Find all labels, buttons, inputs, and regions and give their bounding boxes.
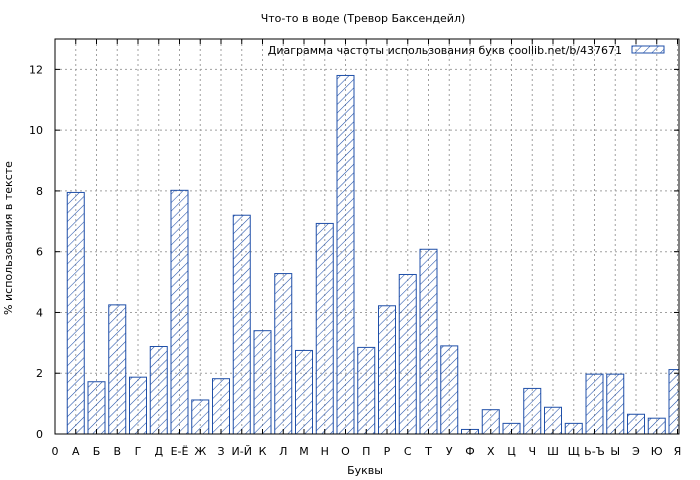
y-tick-label: 2	[36, 367, 43, 380]
x-tick-label: Л	[279, 445, 287, 458]
x-tick-label: Ш	[547, 445, 559, 458]
plot-frame	[54, 38, 680, 435]
x-tick-label: Д	[154, 445, 163, 458]
x-tick-label: А	[72, 445, 80, 458]
x-tick-label: М	[299, 445, 309, 458]
bar	[668, 369, 680, 435]
x-tick-label: Г	[135, 445, 142, 458]
bar	[378, 305, 396, 435]
x-tick-label: 0	[52, 445, 59, 458]
bar	[523, 387, 542, 435]
bar	[336, 74, 355, 435]
legend: Диаграмма частоты использования букв coo…	[268, 44, 665, 57]
legend-swatch	[631, 45, 665, 54]
bar	[606, 373, 625, 435]
x-tick-label: К	[259, 445, 267, 458]
bar	[295, 349, 313, 435]
x-tick-label: И-Й	[232, 445, 252, 458]
x-tick-label: Ж	[194, 445, 206, 458]
x-tick-label: Ч	[528, 445, 536, 458]
y-tick-label: 8	[36, 185, 43, 198]
x-tick-label: Е-Ё	[171, 445, 189, 458]
y-tick-label: 10	[29, 124, 43, 137]
bar	[212, 378, 230, 435]
y-axis-label: % использования в тексте	[2, 161, 15, 315]
x-tick-label: У	[446, 445, 453, 458]
x-tick-label: Щ	[568, 445, 580, 458]
x-axis-ticks: 0 А Б В Г Д Е-Ё Ж З И-Й К Л М Н О П Р С Т У Ф Х Ц Ч Ш Щ Ь-Ъ Ы Э Ю Я	[52, 39, 682, 458]
x-tick-label: Э	[632, 445, 640, 458]
x-tick-label: С	[404, 445, 412, 458]
y-tick-label: 4	[36, 306, 43, 319]
bar	[398, 273, 417, 435]
x-tick-label: П	[362, 445, 370, 458]
x-tick-label: З	[217, 445, 224, 458]
x-tick-label: Ь-Ъ	[584, 445, 605, 458]
x-tick-label: Я	[674, 445, 682, 458]
bar	[66, 191, 85, 435]
x-tick-label: Ф	[465, 445, 474, 458]
bar	[585, 373, 604, 435]
x-tick-label: Р	[384, 445, 391, 458]
y-axis-ticks: 0 2 4 6 8 10 12	[29, 63, 679, 441]
bar	[440, 345, 459, 435]
bar	[149, 345, 168, 435]
y-tick-label: 6	[36, 246, 43, 259]
bar	[170, 189, 189, 435]
x-tick-label: Ы	[610, 445, 620, 458]
grid-lines	[55, 39, 679, 434]
x-tick-label: Ц	[507, 445, 516, 458]
bar	[129, 376, 147, 435]
x-tick-label: Н	[321, 445, 329, 458]
bar	[419, 248, 438, 435]
bar	[232, 214, 251, 435]
bar	[87, 381, 106, 435]
x-tick-label: Т	[424, 445, 432, 458]
y-tick-label: 0	[36, 428, 43, 441]
bar	[357, 346, 376, 435]
chart-title: Что-то в воде (Тревор Баксендейл)	[261, 12, 466, 25]
x-axis-label: Буквы	[347, 464, 383, 477]
x-tick-label: Б	[93, 445, 101, 458]
x-tick-label: Ю	[651, 445, 663, 458]
x-tick-label: В	[113, 445, 121, 458]
bar	[191, 399, 210, 435]
x-tick-label: Х	[487, 445, 495, 458]
bar	[315, 222, 334, 435]
legend-label: Диаграмма частоты использования букв coo…	[268, 44, 622, 57]
x-tick-label: О	[341, 445, 350, 458]
y-tick-label: 12	[29, 63, 43, 76]
bar	[253, 330, 272, 435]
bar	[274, 273, 293, 435]
bar	[108, 304, 127, 435]
